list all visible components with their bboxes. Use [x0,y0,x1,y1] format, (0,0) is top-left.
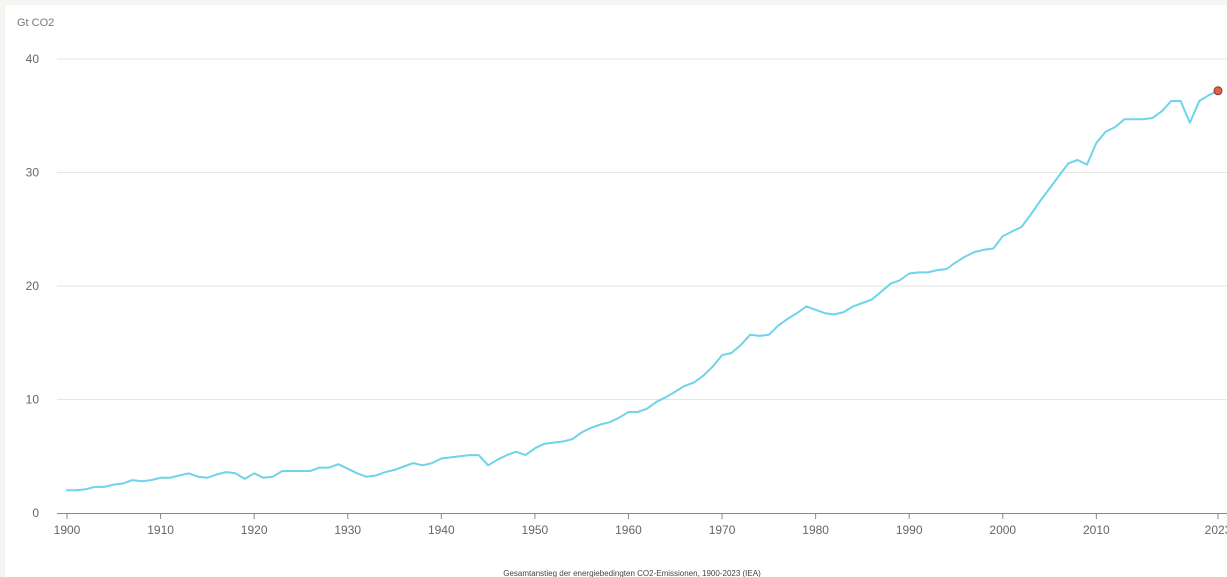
series-line-0 [66,89,1219,492]
y-tick-label-40: 40 [26,52,40,66]
x-tick-label-1920: 1920 [241,523,268,537]
chart-caption: Gesamtanstieg der energiebedingten CO2-E… [503,569,761,577]
x-tick-label-1900: 1900 [54,523,81,537]
x-tick-label-1960: 1960 [615,523,642,537]
x-tick-label-2000: 2000 [989,523,1016,537]
y-tick-labels: 0 10 20 30 40 [26,52,40,520]
x-tick-label-1930: 1930 [334,523,361,537]
x-tick-label-1970: 1970 [709,523,736,537]
y-tick-label-10: 10 [26,393,40,407]
x-tick-labels: 1900 1910 1920 1930 1940 1950 1960 1970 1980 1990… [54,523,1227,537]
x-tick-label-1950: 1950 [522,523,549,537]
x-tick-label-1990: 1990 [896,523,923,537]
x-tick-label-1910: 1910 [147,523,174,537]
y-tick-label-0: 0 [32,506,39,520]
x-tick-label-2010: 2010 [1083,523,1110,537]
x-tick-label-1980: 1980 [802,523,829,537]
x-tick-label-1940: 1940 [428,523,455,537]
last-point-marker [1213,86,1223,96]
y-tick-label-20: 20 [26,279,40,293]
y-tick-label-30: 30 [26,166,40,180]
chart-frame: 0 10 20 30 40 1900 1910 1920 1930 1940 1950 1960 19… [5,5,1227,577]
x-axis [57,513,1227,519]
series-layer [66,86,1223,492]
y-axis-unit-label: Gt CO2 [17,17,54,29]
x-tick-label-2023: 2023 [1205,523,1227,537]
grid-lines [57,58,1227,400]
